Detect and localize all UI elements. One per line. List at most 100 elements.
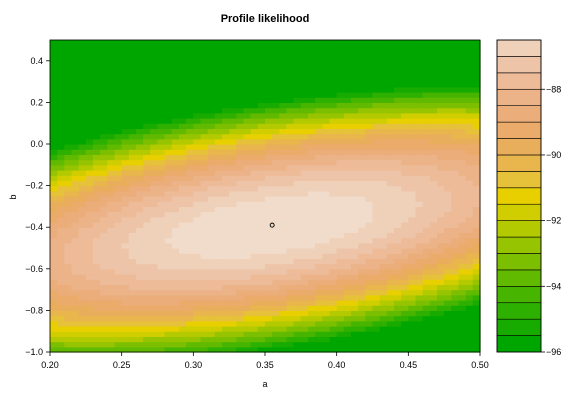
heatmap-cell (379, 263, 388, 270)
heatmap-cell (372, 206, 381, 213)
heatmap-cell (100, 196, 108, 202)
heatmap-cell (286, 305, 295, 311)
heatmap-cell (451, 237, 460, 244)
heatmap-cell (128, 175, 137, 181)
heatmap-cell (57, 305, 65, 311)
heatmap-cell (422, 242, 431, 249)
heatmap-cell (394, 227, 402, 233)
heatmap-cell (257, 206, 266, 213)
heatmap-cell (458, 123, 467, 129)
heatmap-cell (78, 253, 87, 259)
heatmap-cell (286, 211, 295, 218)
heatmap-cell (236, 112, 245, 119)
heatmap-cell (429, 300, 438, 306)
heatmap-cell (143, 216, 151, 223)
heatmap-cell (365, 211, 374, 218)
heatmap-cell (179, 232, 187, 239)
heatmap-cell (193, 45, 202, 51)
heatmap-cell (107, 92, 116, 98)
heatmap-cell (351, 331, 359, 337)
heatmap-cell (300, 216, 309, 223)
heatmap-cell (401, 138, 409, 145)
heatmap-cell (329, 206, 338, 213)
heatmap-cell (415, 60, 424, 67)
heatmap-cell (343, 253, 352, 259)
heatmap-cell (78, 71, 87, 77)
heatmap-cell (379, 216, 388, 223)
heatmap-cell (100, 346, 108, 353)
heatmap-cell (85, 201, 94, 207)
heatmap-cell (265, 138, 273, 145)
heatmap-cell (85, 253, 94, 259)
heatmap-cell (372, 196, 381, 202)
x-tick-label: 0.50 (471, 360, 489, 370)
heatmap-cell (379, 253, 388, 259)
heatmap-cell (322, 175, 331, 181)
heatmap-cell (114, 81, 123, 88)
heatmap-cell (93, 263, 101, 270)
heatmap-cell (78, 242, 87, 249)
heatmap-cell (343, 216, 352, 223)
heatmap-cell (50, 346, 58, 353)
heatmap-cell (336, 92, 345, 98)
heatmap-cell (437, 232, 445, 239)
heatmap-cell (200, 216, 209, 223)
heatmap-cell (358, 300, 366, 306)
heatmap-cell (293, 320, 302, 327)
heatmap-cell (379, 310, 388, 317)
heatmap-cell (401, 289, 409, 296)
heatmap-cell (265, 206, 273, 213)
heatmap-cell (422, 222, 431, 228)
heatmap-cell (451, 294, 460, 301)
heatmap-cell (415, 279, 424, 285)
y-tick-label: −0.4 (25, 222, 43, 232)
heatmap-cell (408, 300, 417, 306)
heatmap-cell (229, 123, 237, 129)
heatmap-cell (401, 242, 409, 249)
heatmap-cell (279, 81, 288, 88)
heatmap-cell (71, 326, 80, 332)
heatmap-cell (300, 196, 309, 202)
heatmap-cell (472, 138, 481, 145)
heatmap-cell (207, 274, 216, 280)
heatmap-cell (50, 216, 58, 223)
heatmap-cell (315, 315, 323, 322)
heatmap-cell (200, 175, 209, 181)
heatmap-cell (365, 253, 374, 259)
heatmap-cell (100, 112, 108, 119)
heatmap-cell (57, 55, 65, 62)
heatmap-cell (394, 258, 402, 265)
colorbar-band (496, 171, 542, 189)
heatmap-cell (415, 222, 424, 228)
heatmap-cell (64, 305, 73, 311)
heatmap-cell (379, 175, 388, 181)
heatmap-cell (365, 170, 374, 176)
heatmap-cell (351, 341, 359, 348)
heatmap-cell (157, 180, 166, 187)
heatmap-cell (429, 222, 438, 228)
heatmap-cell (343, 248, 352, 254)
heatmap-cell (444, 331, 452, 337)
heatmap-cell (71, 170, 80, 176)
heatmap-cell (351, 289, 359, 296)
heatmap-cell (429, 40, 438, 46)
heatmap-cell (415, 128, 424, 135)
heatmap-cell (415, 242, 424, 249)
heatmap-cell (214, 232, 223, 239)
heatmap-cell (358, 170, 366, 176)
heatmap-cell (114, 274, 123, 280)
heatmap-cell (422, 216, 431, 223)
heatmap-cell (85, 185, 94, 192)
heatmap-cell (265, 123, 273, 129)
heatmap-cell (136, 284, 144, 291)
heatmap-cell (179, 144, 187, 150)
heatmap-cell (143, 86, 151, 93)
heatmap-cell (136, 190, 144, 197)
heatmap-cell (186, 185, 194, 192)
heatmap-cell (207, 310, 216, 317)
heatmap-cell (329, 97, 338, 103)
heatmap-cell (64, 81, 73, 88)
heatmap-cell (186, 310, 194, 317)
heatmap-cell (401, 294, 409, 301)
heatmap-cell (386, 66, 395, 72)
